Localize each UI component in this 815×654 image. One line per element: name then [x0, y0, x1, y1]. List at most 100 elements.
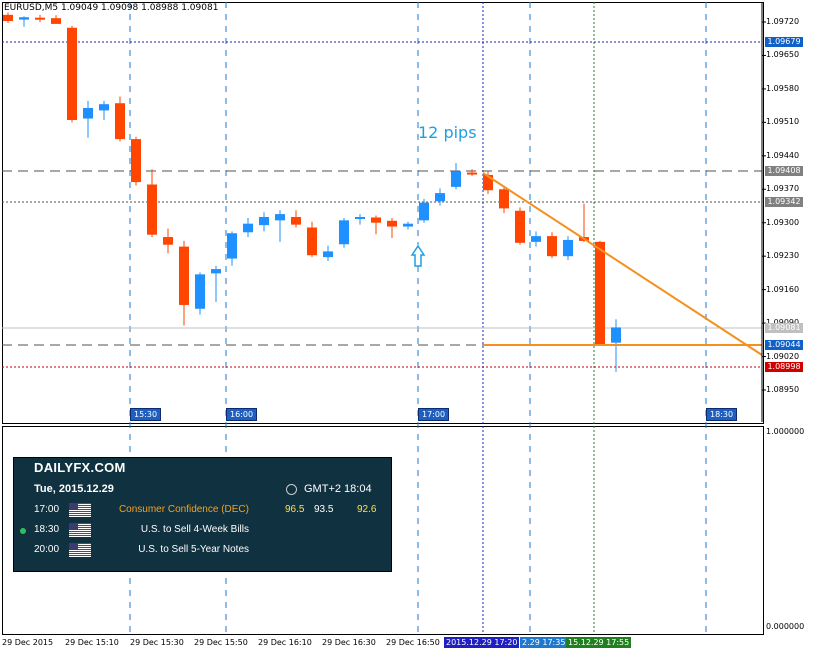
calendar-event-row: 17:00 Consumer Confidence (DEC) 96.5 93.… — [14, 502, 391, 518]
price-label: 1.09090 — [766, 318, 799, 328]
event-time: 17:00 — [34, 504, 60, 515]
candle-body — [179, 246, 189, 305]
candle-body — [83, 108, 93, 119]
price-label: 1.09510 — [766, 117, 800, 127]
candle-body — [3, 14, 13, 22]
candle-body — [467, 172, 477, 175]
time-label: 29 Dec 16:50 — [386, 638, 440, 647]
candle-body — [147, 184, 157, 235]
candle-body — [387, 220, 397, 227]
time-axis-highlight: 15.12.29 17:55 — [566, 637, 632, 648]
event-title: U.S. to Sell 5-Year Notes — [138, 544, 249, 555]
horizontal-levels — [2, 41, 762, 368]
candle-body — [291, 216, 301, 225]
price-label: 1.09370 — [766, 184, 800, 194]
candle-body — [611, 327, 621, 343]
indicator-window[interactable] — [2, 426, 764, 635]
candle-body — [131, 139, 141, 183]
clock-icon — [286, 484, 297, 495]
event-previous: 92.6 — [357, 504, 377, 515]
symbol-header: EURUSD,M5 1.09049 1.09098 1.08988 1.0908… — [4, 3, 219, 13]
price-tag-level-c: 1.09044 — [765, 340, 803, 350]
time-label: 29 Dec 2015 — [2, 638, 54, 647]
price-label: 1.09650 — [766, 50, 800, 60]
event-actual: 96.5 — [285, 504, 305, 515]
us-flag-icon — [69, 503, 91, 517]
candle-body — [563, 239, 573, 257]
candle-body — [355, 216, 365, 219]
candle-body — [67, 27, 77, 120]
calendar-date: Tue, 2015.12.29 — [34, 483, 114, 495]
candlestick-series — [3, 12, 621, 372]
time-tag-1700: 17:00 — [418, 408, 450, 421]
candle-body — [275, 214, 285, 221]
candle-body — [515, 210, 525, 243]
candle-body — [163, 237, 173, 245]
candle-body — [195, 274, 205, 309]
candle-body — [403, 223, 413, 227]
arrow-up-icon — [410, 244, 426, 267]
price-tag-level-b: 1.09342 — [765, 197, 803, 207]
price-tag-level-low: 1.08998 — [765, 362, 803, 372]
us-flag-icon — [69, 543, 91, 557]
price-tag-level-high: 1.09679 — [765, 37, 803, 47]
candle-body — [547, 236, 557, 257]
price-label: 1.09020 — [766, 351, 800, 361]
candle-body — [371, 217, 381, 223]
time-label: 29 Dec 16:10 — [258, 638, 312, 647]
price-tag-bid: 1.09081 — [765, 323, 803, 333]
candle-body — [323, 251, 333, 258]
price-label: 1.09160 — [766, 284, 800, 294]
time-axis-highlight: 2015.12.29 17:20 — [444, 637, 520, 648]
candle-body — [595, 241, 605, 346]
candle-body — [35, 17, 45, 20]
event-forecast: 93.5 — [314, 504, 334, 515]
pips-annotation: 12 pips — [418, 123, 477, 142]
event-time: 20:00 — [34, 544, 60, 555]
time-tag-1830: 18:30 — [706, 408, 738, 421]
time-tag-1600: 16:00 — [226, 408, 258, 421]
indicator-scale-top: 1.000000 — [766, 427, 805, 436]
trend-line-descending — [482, 172, 763, 356]
trend-lines — [482, 172, 763, 356]
price-label: 1.09300 — [766, 217, 800, 227]
candle-body — [531, 236, 541, 242]
price-label: 1.09580 — [766, 83, 800, 93]
upcoming-dot-icon — [20, 528, 26, 534]
event-title: U.S. to Sell 4-Week Bills — [140, 524, 249, 535]
candle-body — [51, 18, 61, 24]
calendar-event-row: 18:30 U.S. to Sell 4-Week Bills — [14, 522, 391, 538]
candle-body — [499, 189, 509, 209]
dailyfx-logo: DAILYFX.COM — [34, 460, 126, 475]
candle-body — [115, 103, 125, 140]
candle-body — [99, 104, 109, 111]
candle-body — [483, 174, 493, 191]
candle-body — [451, 171, 461, 187]
candle-body — [419, 202, 429, 221]
time-label: 29 Dec 15:10 — [65, 638, 119, 647]
indicator-scale-bottom: 0.000000 — [766, 622, 805, 631]
candle-body — [227, 233, 237, 259]
price-label: 1.09720 — [766, 17, 800, 26]
time-label: 29 Dec 16:30 — [322, 638, 376, 647]
event-title: Consumer Confidence (DEC) — [118, 504, 249, 515]
calendar-timezone: GMT+2 18:04 — [304, 483, 372, 495]
candle-body — [243, 223, 253, 233]
main-chart-area[interactable] — [2, 2, 764, 424]
candle-body — [259, 216, 269, 226]
price-tag-level-a: 1.09408 — [765, 166, 803, 176]
time-label: 29 Dec 15:50 — [194, 638, 248, 647]
candle-body — [307, 227, 317, 256]
calendar-event-row: 20:00 U.S. to Sell 5-Year Notes — [14, 542, 391, 558]
candle-body — [211, 269, 221, 274]
economic-calendar-panel: DAILYFX.COM Tue, 2015.12.29 GMT+2 18:04 … — [13, 457, 392, 572]
candle-body — [339, 220, 349, 245]
price-label: 1.09440 — [766, 150, 800, 160]
price-label: 1.08950 — [766, 385, 800, 394]
candle-body — [435, 193, 445, 202]
us-flag-icon — [69, 523, 91, 537]
event-time: 18:30 — [34, 524, 60, 535]
time-axis-highlight: 2.29 17:35 — [520, 637, 568, 648]
time-label: 29 Dec 15:30 — [130, 638, 184, 647]
